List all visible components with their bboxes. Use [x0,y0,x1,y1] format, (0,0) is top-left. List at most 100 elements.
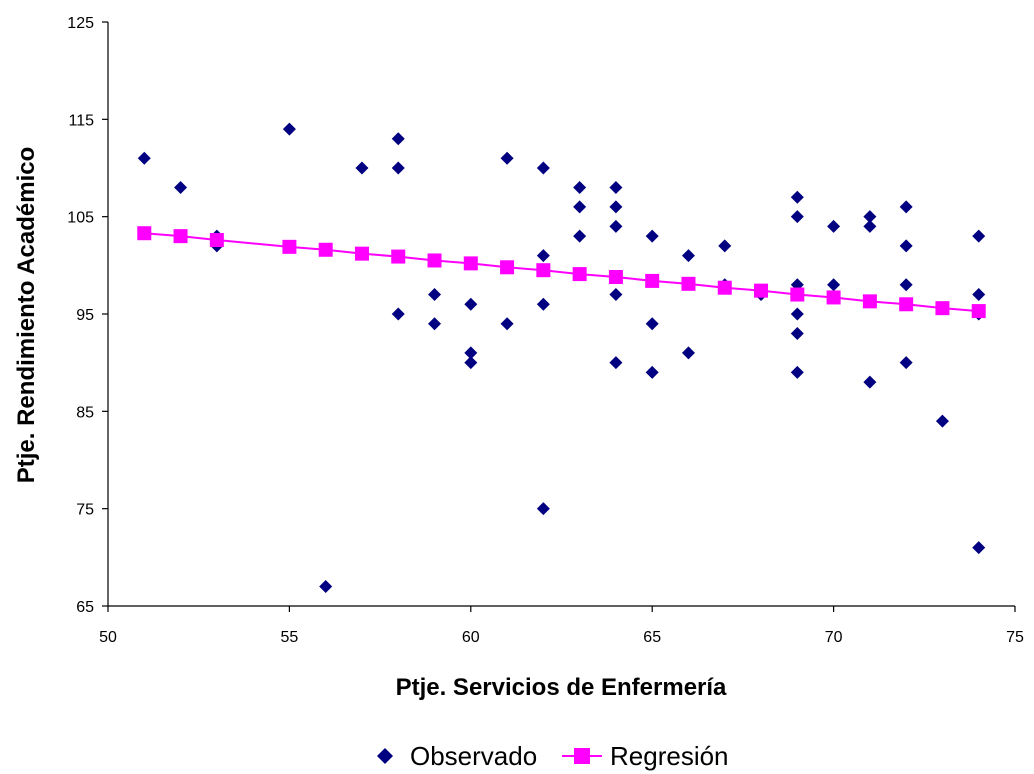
observed-point [899,239,913,253]
observed-point [827,278,841,292]
regression-point [572,267,587,282]
x-tick-label: 75 [1006,629,1024,646]
observed-point [899,356,913,370]
x-tick-label: 60 [462,629,480,646]
regression-point [899,297,914,312]
observed-point [972,288,986,302]
observed-point [137,151,151,165]
x-tick-label: 65 [643,629,661,646]
legend-regression-label: Regresión [610,741,729,771]
axes [107,22,1015,607]
observed-point [681,346,695,360]
regression-point [391,249,406,264]
observed-point [174,180,188,194]
regression-point [754,283,769,298]
observed-point [827,219,841,233]
observed-point [863,210,877,224]
observed-point [464,346,478,360]
regression-point [354,246,369,261]
legend-observed-marker [377,748,393,764]
regression-line [144,232,979,313]
y-tick-label: 65 [76,599,94,616]
regression-point [608,270,623,285]
observed-point [790,365,804,379]
observed-point [681,249,695,263]
legend-regression-marker [574,748,590,764]
regression-point [318,242,333,257]
observed-point [391,132,405,146]
observed-point [972,541,986,555]
observed-point [500,151,514,165]
legend-observed-label: Observado [410,741,537,771]
observed-point [573,180,587,194]
regression-point [173,229,188,244]
x-tick-label: 70 [825,629,843,646]
observed-point [899,278,913,292]
observed-point [609,180,623,194]
observed-point [391,307,405,321]
regression-point [209,233,224,248]
observed-point [899,200,913,214]
regression-point [536,263,551,278]
y-ticks: 65 75 85 95 105 115 125 [67,15,108,616]
observed-point [790,210,804,224]
observed-point [863,219,877,233]
y-tick-label: 85 [76,404,94,421]
observed-point [609,219,623,233]
observed-point [500,317,514,331]
observed-point [282,122,296,136]
y-tick-label: 75 [76,502,94,519]
observed-point [790,307,804,321]
observed-point [645,229,659,243]
observed-point [935,414,949,428]
regression-point [645,273,660,288]
observed-point [609,200,623,214]
x-tick-label: 55 [281,629,299,646]
observed-point [645,317,659,331]
legend: Observado Regresión [377,741,729,771]
x-ticks: 50 55 60 65 70 75 [99,606,1024,646]
regression-point [935,301,950,316]
regression-point [826,290,841,305]
observed-point [863,375,877,389]
regression-point [427,253,442,268]
regression-point [717,280,732,295]
regression-markers-layer [137,226,986,319]
y-tick-label: 115 [68,112,94,129]
observed-point [790,326,804,340]
observed-point [536,249,550,263]
regression-line-layer [144,232,979,313]
observed-point [355,161,369,175]
observed-point [972,229,986,243]
observed-point [718,239,732,253]
regression-point [790,287,805,302]
observed-point [609,288,623,302]
x-tick-label: 50 [99,629,117,646]
y-tick-label: 95 [76,307,94,324]
regression-point [971,304,986,319]
y-tick-label: 105 [67,210,94,227]
observed-point [428,288,442,302]
observed-point [645,365,659,379]
regression-point [282,239,297,254]
observed-point [790,190,804,204]
observed-point [573,229,587,243]
regression-point [137,226,152,241]
observed-point [536,161,550,175]
observed-point [464,356,478,370]
y-axis-title: Ptje. Rendimiento Académico [13,147,40,484]
observed-point [464,297,478,311]
observed-points-layer [137,122,986,594]
y-tick-label: 125 [67,15,94,32]
observed-point [391,161,405,175]
regression-point [862,294,877,309]
observed-point [428,317,442,331]
observed-point [573,200,587,214]
observed-point [319,580,333,594]
regression-point [500,260,515,275]
regression-point [681,276,696,291]
x-axis-title: Ptje. Servicios de Enfermería [396,674,727,701]
regression-point [463,256,478,271]
observed-point [536,502,550,516]
